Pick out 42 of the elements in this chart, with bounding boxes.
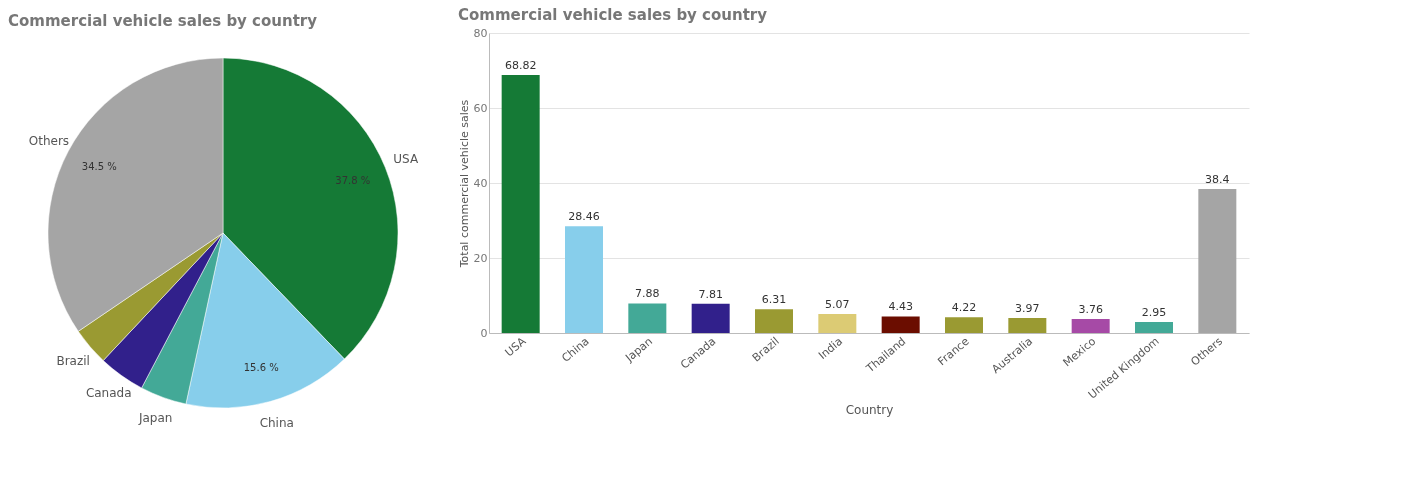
x-tick-label: USA [502, 334, 529, 360]
chart-title: Commercial vehicle sales by country [458, 6, 768, 24]
y-tick-label: 0 [480, 326, 488, 340]
slice-label: Canada [85, 386, 132, 401]
data-label: 3.76 [1078, 302, 1103, 316]
slice-label: China [259, 415, 294, 430]
bar [628, 303, 667, 333]
data-label: 3.97 [1015, 302, 1040, 316]
data-label: 15.6 % [243, 361, 279, 373]
bar [1135, 321, 1173, 333]
data-label: 4.22 [951, 301, 977, 315]
bar [565, 226, 603, 333]
data-label: 68.82 [504, 58, 537, 72]
y-tick-label: 40 [473, 176, 488, 190]
data-label: 5.07 [825, 297, 850, 311]
y-tick-label: 20 [473, 251, 488, 265]
bar [818, 313, 857, 333]
chart-title: Commercial vehicle sales by country [8, 12, 318, 30]
bar [1008, 318, 1047, 333]
bar [755, 309, 793, 333]
bar [945, 317, 983, 333]
slice-label: Others [28, 133, 70, 148]
data-label: 28.46 [568, 210, 600, 224]
data-label: 34.5 % [81, 161, 117, 173]
x-axis-title: Country [845, 402, 894, 417]
data-label: 6.31 [761, 293, 787, 307]
bar [691, 303, 730, 333]
data-label: 4.43 [888, 300, 913, 314]
data-label: 2.95 [1141, 305, 1167, 319]
y-axis-title: Total commercial vehicle sales [457, 99, 471, 269]
slice-label: Japan [137, 411, 173, 426]
data-label: 7.88 [635, 287, 660, 301]
slice-label: USA [393, 152, 419, 167]
bar [881, 316, 920, 333]
data-label: 37.8 % [335, 174, 371, 186]
bar [1198, 189, 1237, 333]
bar [501, 74, 540, 333]
y-tick-label: 80 [473, 26, 488, 40]
y-tick-label: 60 [473, 101, 488, 115]
data-label: 38.4 [1205, 173, 1230, 186]
data-label: 7.81 [698, 287, 723, 301]
bar [1071, 318, 1110, 333]
